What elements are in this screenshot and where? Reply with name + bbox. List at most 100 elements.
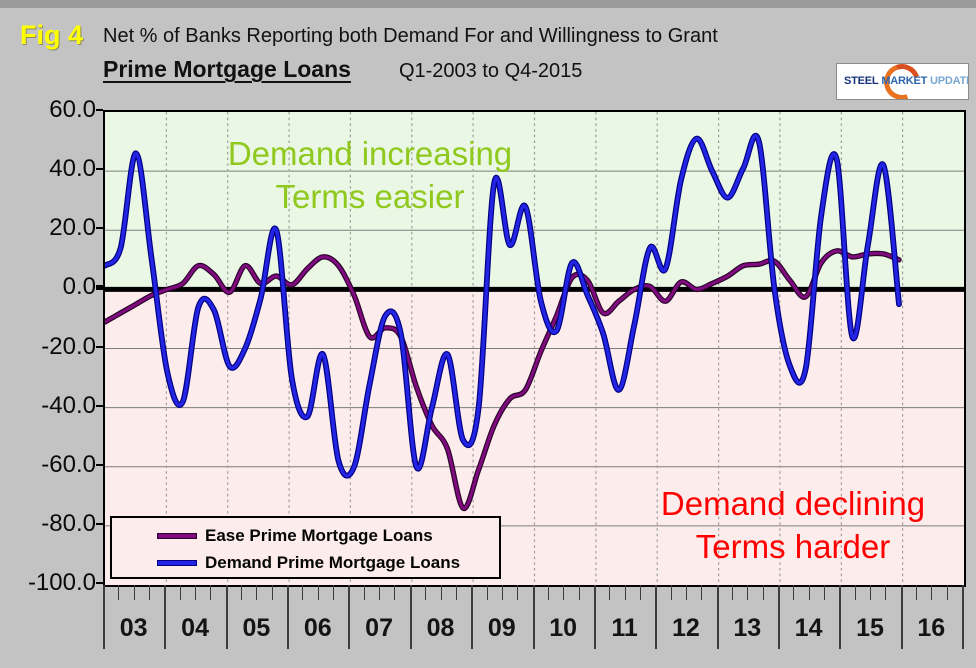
y-axis-label-40.0: 40.0 (49, 155, 96, 183)
x-axis-year-label-12: 12 (671, 614, 700, 642)
y-axis-label-0.0: 0.0 (62, 273, 96, 301)
y-axis-tick (96, 109, 103, 111)
quarter-tick (425, 585, 427, 600)
y-axis-tick (96, 227, 103, 230)
quarter-tick (854, 585, 856, 600)
quarter-tick (271, 585, 273, 600)
y-axis-tick (96, 463, 103, 466)
steel-market-update-logo: STEEL MARKET UPDATE (836, 63, 969, 100)
year-separator (225, 585, 228, 649)
x-axis-year-label-06: 06 (303, 614, 332, 642)
positive-zone-annotation: Demand increasing Terms easier (170, 132, 570, 218)
quarter-tick (793, 585, 795, 600)
chart-title-subject: Prime Mortgage Loans (103, 56, 351, 82)
year-separator (287, 585, 290, 649)
quarter-tick (302, 585, 304, 600)
year-separator (103, 585, 105, 649)
y-axis-label--20.0: -20.0 (41, 332, 96, 360)
quarter-tick (563, 585, 565, 600)
quarter-tick (317, 585, 319, 600)
year-separator (532, 585, 535, 649)
y-axis-label--60.0: -60.0 (41, 450, 96, 478)
quarter-tick (747, 585, 749, 600)
negative-zone-line2: Terms harder (695, 528, 891, 565)
x-axis-year-label-07: 07 (365, 614, 393, 642)
quarter-tick (609, 585, 611, 600)
x-axis-year-label-04: 04 (181, 614, 209, 642)
quarter-tick (363, 585, 365, 600)
y-axis-tick (96, 404, 103, 407)
y-axis-label--100.0: -100.0 (27, 569, 96, 596)
x-axis-year-label-10: 10 (549, 614, 578, 642)
window-top-edge (0, 0, 976, 8)
x-axis: 03 04 05 06 07 08 09 10 11 12 13 14 15 16 (103, 585, 964, 660)
demand-line-swatch (158, 561, 196, 565)
quarter-tick (210, 585, 212, 600)
quarter-tick (808, 585, 810, 600)
quarter-tick (931, 585, 933, 600)
quarter-tick (394, 585, 396, 600)
year-separator (655, 585, 658, 649)
y-axis-label--40.0: -40.0 (41, 391, 96, 419)
year-separator (900, 585, 903, 649)
year-separator (471, 585, 474, 649)
quarter-tick (701, 585, 703, 600)
quarter-tick (762, 585, 764, 600)
legend-box: Ease Prime Mortgage Loans Demand Prime M… (110, 516, 501, 579)
quarter-tick (195, 585, 196, 600)
y-axis-tick (96, 345, 103, 348)
quarter-tick (517, 585, 519, 600)
ease-line-swatch (158, 534, 196, 538)
chart-title-line2: Prime Mortgage Loans Q1-2003 to Q4-2015 (103, 56, 582, 83)
negative-zone-line1: Demand declining (660, 485, 926, 522)
x-axis-year-label-03: 03 (119, 614, 148, 642)
year-separator (593, 585, 596, 649)
demand-line (105, 134, 901, 478)
quarter-tick (256, 585, 258, 600)
quarter-tick (547, 585, 549, 600)
quarter-tick (624, 585, 626, 600)
legend-item-ease: Ease Prime Mortgage Loans (158, 524, 433, 548)
quarter-tick (946, 585, 948, 600)
quarter-tick (440, 585, 442, 600)
y-axis-tick (96, 284, 103, 290)
year-separator (839, 585, 842, 649)
quarter-tick (885, 585, 887, 600)
y-axis-tick (96, 522, 103, 525)
figure-number-label: Fig 4 (20, 20, 84, 50)
zero-line (105, 286, 964, 292)
quarter-tick (823, 585, 825, 600)
y-axis-label-20.0: 20.0 (49, 214, 96, 242)
year-separator (164, 585, 167, 649)
y-axis-tick (96, 168, 103, 171)
chart-title-daterange: Q1-2003 to Q4-2015 (398, 60, 583, 82)
positive-zone-line2: Terms easier (275, 178, 465, 215)
x-axis-year-label-11: 11 (611, 614, 638, 642)
quarter-tick (685, 585, 687, 600)
y-axis-label--80.0: -80.0 (41, 509, 96, 537)
x-axis-year-label-15: 15 (856, 614, 884, 642)
x-axis-year-label-08: 08 (426, 614, 455, 642)
quarter-tick (578, 585, 580, 600)
year-separator (348, 585, 351, 649)
legend-item-demand: Demand Prime Mortgage Loans (158, 551, 460, 575)
year-separator (409, 585, 412, 649)
quarter-tick (179, 585, 181, 600)
ease-line (105, 249, 901, 510)
quarter-tick (133, 585, 135, 600)
x-axis-year-label-16: 16 (917, 614, 946, 642)
quarter-tick (501, 585, 503, 600)
quarter-tick (916, 585, 917, 600)
year-separator (962, 585, 964, 649)
x-axis-year-label-09: 09 (487, 614, 516, 642)
quarter-tick (241, 585, 243, 600)
quarter-tick (379, 585, 381, 600)
quarter-tick (670, 585, 672, 600)
quarter-tick (118, 585, 120, 600)
positive-zone-line1: Demand increasing (227, 135, 513, 172)
chart-title-line1: Net % of Banks Reporting both Demand For… (103, 25, 718, 47)
plot-area: Demand increasing Terms easier Demand de… (103, 110, 966, 587)
x-axis-year-label-13: 13 (733, 614, 762, 642)
demand-line-label: Demand Prime Mortgage Loans (205, 553, 461, 572)
